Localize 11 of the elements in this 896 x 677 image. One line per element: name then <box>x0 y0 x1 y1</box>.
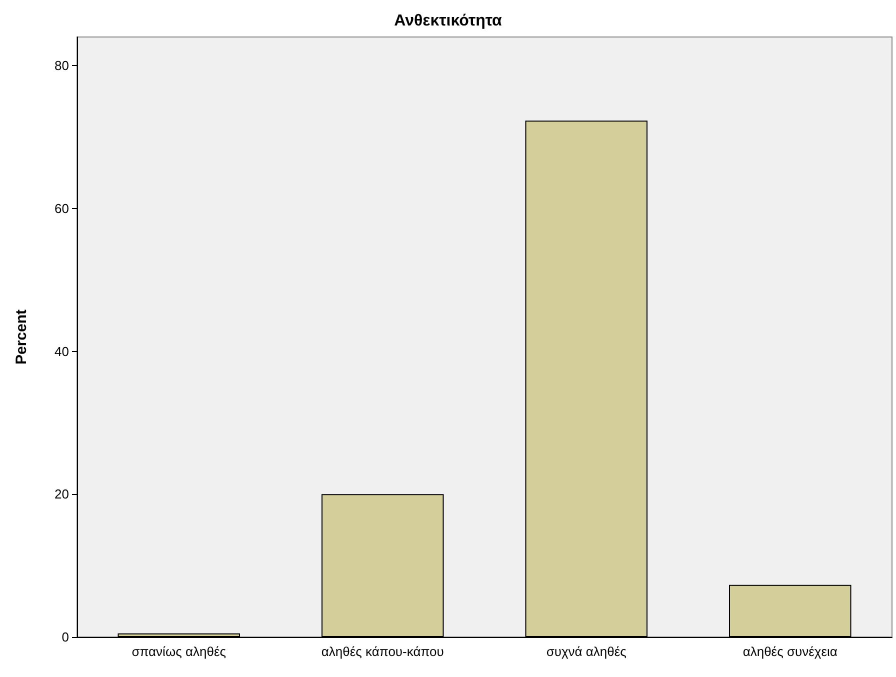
chart-title: Ανθεκτικότητα <box>394 12 502 30</box>
y-tick-label: 40 <box>54 344 69 359</box>
y-tick-label: 80 <box>54 58 69 74</box>
x-tick-label: σπανίως αληθές <box>132 644 226 659</box>
y-tick-label: 60 <box>54 200 69 216</box>
x-tick-label: αληθές κάπου-κάπου <box>321 644 444 659</box>
y-tick-label: 20 <box>54 486 69 502</box>
x-tick-label: συχνά αληθές <box>546 644 626 659</box>
y-axis-title: Percent <box>13 309 30 365</box>
y-tick-label: 0 <box>62 630 69 644</box>
x-tick-label: αληθές συνέχεια <box>742 644 838 659</box>
